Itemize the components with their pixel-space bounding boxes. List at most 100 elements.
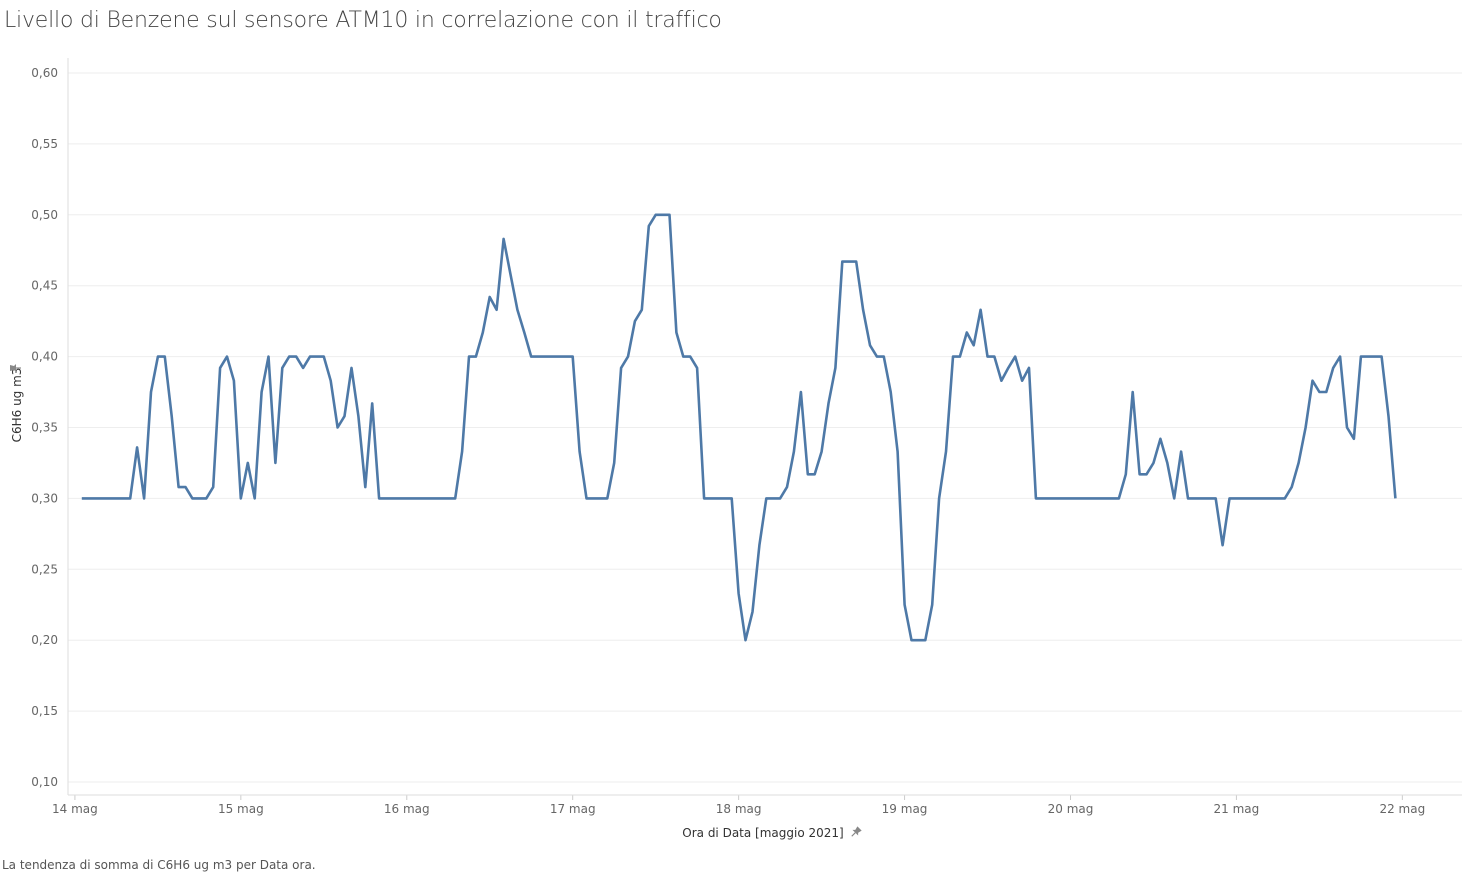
data-point[interactable] (197, 496, 202, 501)
data-point[interactable] (1241, 496, 1246, 501)
data-point[interactable] (1040, 496, 1045, 501)
data-point[interactable] (632, 319, 637, 324)
data-point[interactable] (709, 496, 714, 501)
data-point[interactable] (453, 496, 458, 501)
series-line[interactable] (81, 213, 1397, 642)
data-point[interactable] (128, 496, 133, 501)
data-point[interactable] (605, 496, 610, 501)
data-point[interactable] (404, 496, 409, 501)
data-point[interactable] (957, 354, 962, 359)
data-point[interactable] (487, 295, 492, 300)
data-point[interactable] (1158, 436, 1163, 441)
data-point[interactable] (280, 365, 285, 370)
data-point[interactable] (819, 449, 824, 454)
data-point[interactable] (321, 354, 326, 359)
data-point[interactable] (1213, 496, 1218, 501)
data-point[interactable] (349, 365, 354, 370)
data-point[interactable] (785, 485, 790, 490)
data-point[interactable] (812, 472, 817, 477)
data-point[interactable] (204, 496, 209, 501)
data-point[interactable] (335, 425, 340, 430)
data-point[interactable] (473, 354, 478, 359)
data-point[interactable] (612, 460, 617, 465)
data-point[interactable] (100, 496, 105, 501)
data-point[interactable] (1317, 390, 1322, 395)
data-point[interactable] (951, 354, 956, 359)
data-point[interactable] (598, 496, 603, 501)
data-point[interactable] (1220, 543, 1225, 548)
data-point[interactable] (1345, 425, 1350, 430)
data-point[interactable] (1123, 472, 1128, 477)
data-point[interactable] (1199, 496, 1204, 501)
data-point[interactable] (190, 496, 195, 501)
data-point[interactable] (225, 354, 230, 359)
data-point[interactable] (715, 496, 720, 501)
data-point[interactable] (536, 354, 541, 359)
pin-icon[interactable] (10, 364, 21, 372)
data-point[interactable] (626, 354, 631, 359)
data-point[interactable] (881, 354, 886, 359)
data-point[interactable] (480, 330, 485, 335)
data-point[interactable] (847, 259, 852, 264)
data-point[interactable] (743, 638, 748, 643)
data-point[interactable] (238, 496, 243, 501)
data-point[interactable] (688, 354, 693, 359)
data-point[interactable] (1033, 496, 1038, 501)
data-point[interactable] (550, 354, 555, 359)
data-point[interactable] (501, 236, 506, 241)
data-point[interactable] (646, 224, 651, 229)
data-point[interactable] (155, 354, 160, 359)
data-point[interactable] (570, 354, 575, 359)
data-point[interactable] (363, 485, 368, 490)
data-point[interactable] (1248, 496, 1253, 501)
data-point[interactable] (1103, 496, 1108, 501)
data-point[interactable] (639, 307, 644, 312)
data-point[interactable] (114, 496, 119, 501)
data-point[interactable] (1324, 390, 1329, 395)
data-point[interactable] (1013, 354, 1018, 359)
data-point[interactable] (660, 212, 665, 217)
data-point[interactable] (591, 496, 596, 501)
data-point[interactable] (902, 602, 907, 607)
data-point[interactable] (667, 212, 672, 217)
data-point[interactable] (169, 414, 174, 419)
data-point[interactable] (397, 496, 402, 501)
data-point[interactable] (93, 496, 98, 501)
data-point[interactable] (1351, 436, 1356, 441)
data-point[interactable] (868, 343, 873, 348)
data-point[interactable] (729, 496, 734, 501)
data-point[interactable] (142, 496, 147, 501)
data-point[interactable] (418, 496, 423, 501)
data-point[interactable] (522, 330, 527, 335)
data-point[interactable] (764, 496, 769, 501)
data-point[interactable] (1393, 496, 1398, 501)
data-point[interactable] (273, 460, 278, 465)
data-point[interactable] (854, 259, 859, 264)
data-point[interactable] (543, 354, 548, 359)
data-point[interactable] (176, 485, 181, 490)
data-point[interactable] (1096, 496, 1101, 501)
data-point[interactable] (1227, 496, 1232, 501)
data-point[interactable] (771, 496, 776, 501)
data-point[interactable] (231, 378, 236, 383)
data-point[interactable] (86, 496, 91, 501)
data-point[interactable] (1234, 496, 1239, 501)
data-point[interactable] (245, 460, 250, 465)
data-point[interactable] (964, 330, 969, 335)
data-point[interactable] (314, 354, 319, 359)
x-axis-title[interactable]: Ora di Data [maggio 2021] (682, 826, 843, 840)
data-point[interactable] (1206, 496, 1211, 501)
data-point[interactable] (1137, 472, 1142, 477)
data-point[interactable] (577, 449, 582, 454)
data-point[interactable] (1089, 496, 1094, 501)
y-axis-title[interactable]: C6H6 ug m3 (10, 368, 24, 443)
data-point[interactable] (494, 307, 499, 312)
data-point[interactable] (259, 390, 264, 395)
data-point[interactable] (681, 354, 686, 359)
data-point[interactable] (1006, 365, 1011, 370)
data-point[interactable] (252, 496, 257, 501)
data-point[interactable] (1255, 496, 1260, 501)
data-point[interactable] (301, 365, 306, 370)
data-point[interactable] (1075, 496, 1080, 501)
data-point[interactable] (702, 496, 707, 501)
